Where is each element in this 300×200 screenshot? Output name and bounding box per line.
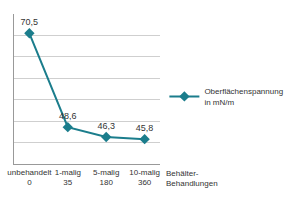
svg-text:10-malig360: 10-malig360 xyxy=(129,168,160,187)
svg-text:48,6: 48,6 xyxy=(59,111,77,121)
svg-text:Oberflächenspannungin mN/m: Oberflächenspannungin mN/m xyxy=(204,87,283,106)
svg-text:Behälter-Behandlungen: Behälter-Behandlungen xyxy=(166,169,218,188)
svg-text:1-malig35: 1-malig35 xyxy=(55,168,81,187)
svg-text:46,3: 46,3 xyxy=(97,121,115,131)
svg-text:unbehandelt0: unbehandelt0 xyxy=(7,168,52,187)
svg-text:70,5: 70,5 xyxy=(21,17,39,27)
svg-text:5-malig180: 5-malig180 xyxy=(93,168,119,187)
svg-text:45,8: 45,8 xyxy=(136,123,154,133)
